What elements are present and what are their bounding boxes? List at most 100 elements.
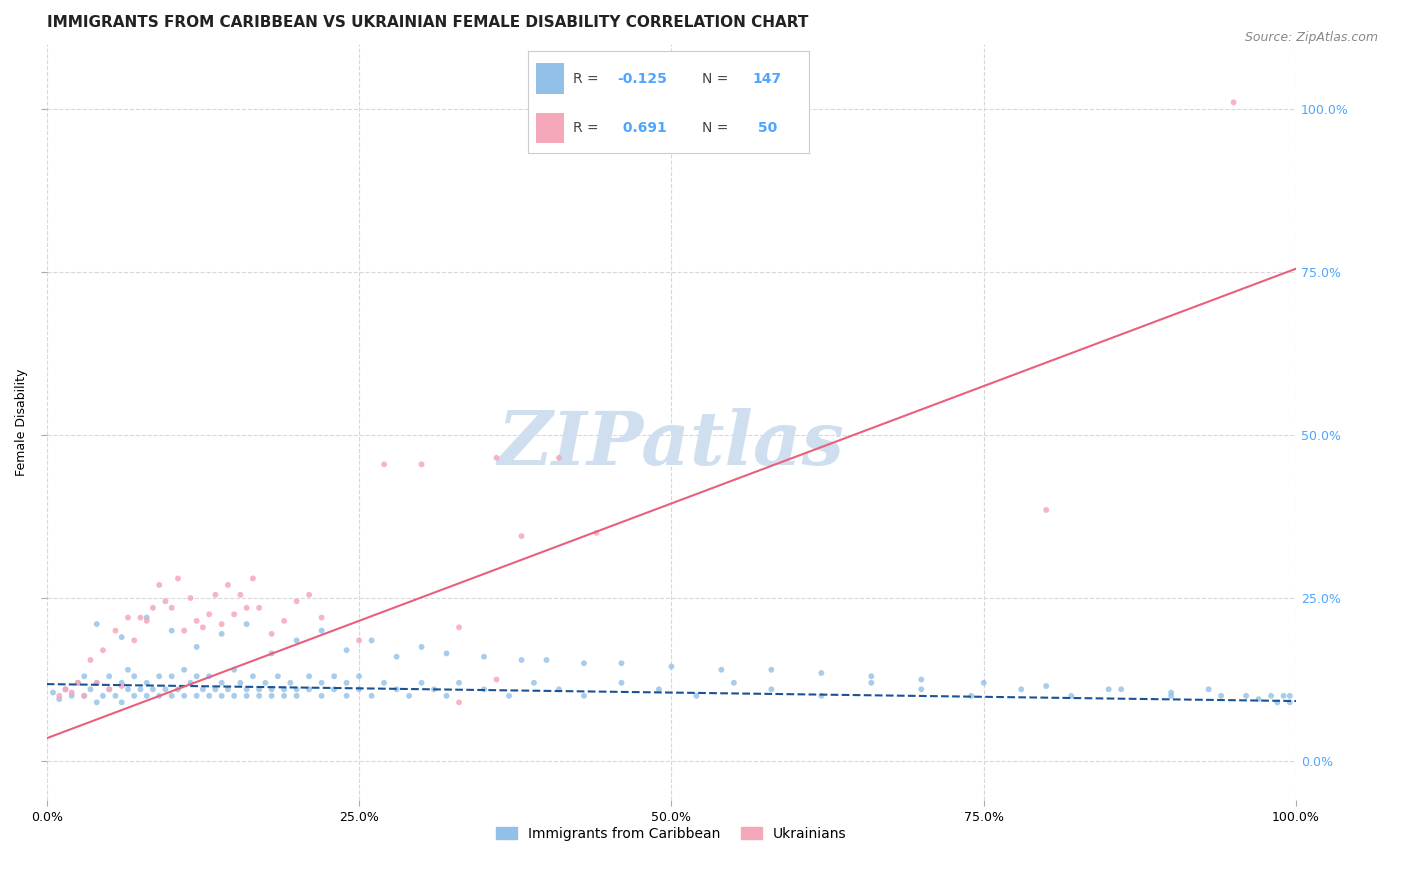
Point: [910, 673, 932, 687]
Point: [155, 594, 177, 608]
Y-axis label: Female Disability: Female Disability: [15, 368, 28, 475]
Point: [761, 663, 783, 677]
Point: [1278, 695, 1301, 709]
Point: [179, 591, 201, 605]
Point: [242, 571, 264, 585]
Point: [235, 600, 257, 615]
Point: [117, 610, 139, 624]
Point: [411, 640, 433, 654]
Point: [117, 663, 139, 677]
Point: [204, 588, 226, 602]
Point: [280, 675, 302, 690]
Point: [135, 614, 157, 628]
Point: [135, 689, 157, 703]
Point: [661, 659, 683, 673]
Point: [198, 689, 221, 703]
Point: [1160, 689, 1182, 703]
Point: [1098, 682, 1121, 697]
Point: [360, 633, 382, 648]
Point: [910, 682, 932, 697]
Point: [135, 675, 157, 690]
Point: [548, 450, 571, 465]
Point: [135, 610, 157, 624]
Point: [860, 669, 883, 683]
Point: [229, 675, 252, 690]
Point: [360, 689, 382, 703]
Point: [211, 617, 233, 632]
Point: [86, 675, 108, 690]
Point: [66, 675, 89, 690]
Point: [1234, 689, 1257, 703]
Point: [129, 682, 152, 697]
Point: [436, 647, 458, 661]
Point: [485, 673, 508, 687]
Point: [610, 657, 633, 671]
Point: [42, 685, 65, 699]
Point: [111, 679, 134, 693]
Legend: Immigrants from Caribbean, Ukrainians: Immigrants from Caribbean, Ukrainians: [491, 822, 852, 847]
Point: [411, 458, 433, 472]
Point: [173, 624, 195, 638]
Point: [398, 689, 420, 703]
Point: [267, 669, 290, 683]
Point: [247, 682, 270, 697]
Point: [447, 620, 470, 634]
Point: [160, 669, 183, 683]
Point: [235, 682, 257, 697]
Text: ZIPatlas: ZIPatlas: [498, 409, 845, 481]
Point: [860, 675, 883, 690]
Point: [167, 682, 190, 697]
Point: [285, 633, 308, 648]
Point: [1198, 682, 1220, 697]
Point: [260, 647, 283, 661]
Point: [167, 571, 190, 585]
Point: [129, 610, 152, 624]
Point: [86, 617, 108, 632]
Point: [1035, 679, 1057, 693]
Point: [610, 675, 633, 690]
Point: [179, 675, 201, 690]
Point: [960, 689, 983, 703]
Point: [1060, 689, 1083, 703]
Point: [260, 627, 283, 641]
Point: [60, 685, 83, 699]
Point: [572, 657, 595, 671]
Point: [173, 689, 195, 703]
Point: [436, 689, 458, 703]
Point: [298, 669, 321, 683]
Point: [347, 682, 370, 697]
Point: [148, 689, 170, 703]
Point: [91, 689, 114, 703]
Point: [373, 458, 395, 472]
Point: [311, 689, 333, 703]
Point: [122, 689, 145, 703]
Point: [73, 669, 96, 683]
Point: [55, 682, 77, 697]
Point: [66, 675, 89, 690]
Point: [810, 689, 832, 703]
Point: [260, 689, 283, 703]
Point: [229, 588, 252, 602]
Point: [347, 633, 370, 648]
Point: [186, 669, 208, 683]
Point: [536, 653, 558, 667]
Point: [485, 450, 508, 465]
Point: [73, 689, 96, 703]
Point: [648, 682, 671, 697]
Point: [186, 689, 208, 703]
Point: [472, 682, 495, 697]
Point: [285, 689, 308, 703]
Point: [498, 689, 520, 703]
Point: [447, 695, 470, 709]
Point: [73, 689, 96, 703]
Point: [191, 682, 214, 697]
Point: [117, 682, 139, 697]
Point: [336, 675, 359, 690]
Point: [98, 682, 121, 697]
Point: [224, 663, 246, 677]
Point: [273, 682, 295, 697]
Point: [1278, 689, 1301, 703]
Point: [160, 689, 183, 703]
Point: [98, 669, 121, 683]
Point: [1109, 682, 1132, 697]
